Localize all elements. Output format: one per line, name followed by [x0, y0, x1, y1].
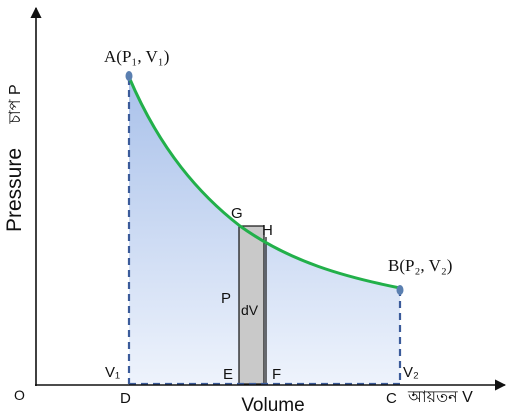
v2-label: V₂: [403, 364, 419, 381]
origin-label: O: [14, 387, 25, 403]
dv-strip-shaded: [238, 225, 265, 385]
point-p-label: P: [221, 290, 231, 307]
v1-label: V₁: [105, 364, 120, 381]
point-b-label: B(P₂, V₂): [388, 256, 452, 275]
work-area: [129, 77, 400, 384]
point-a-marker: [125, 71, 133, 81]
y-axis-label: Pressure: [3, 148, 26, 232]
y-axis-bengali-label: চাপ P: [7, 84, 24, 124]
point-f-label: F: [272, 366, 281, 383]
point-a-label: A(P₁, V₁): [104, 47, 169, 66]
point-d-label: D: [120, 390, 131, 407]
point-g-label: G: [231, 205, 243, 222]
dv-label: dV: [241, 302, 259, 318]
x-axis-label: Volume: [241, 395, 304, 416]
point-e-label: E: [223, 366, 233, 383]
point-c-label: C: [386, 390, 397, 407]
pv-curve: [127, 76, 401, 290]
x-axis-bengali-label: আয়তন V: [407, 389, 473, 406]
point-h-label: H: [262, 222, 273, 239]
point-b-marker: [396, 285, 404, 295]
